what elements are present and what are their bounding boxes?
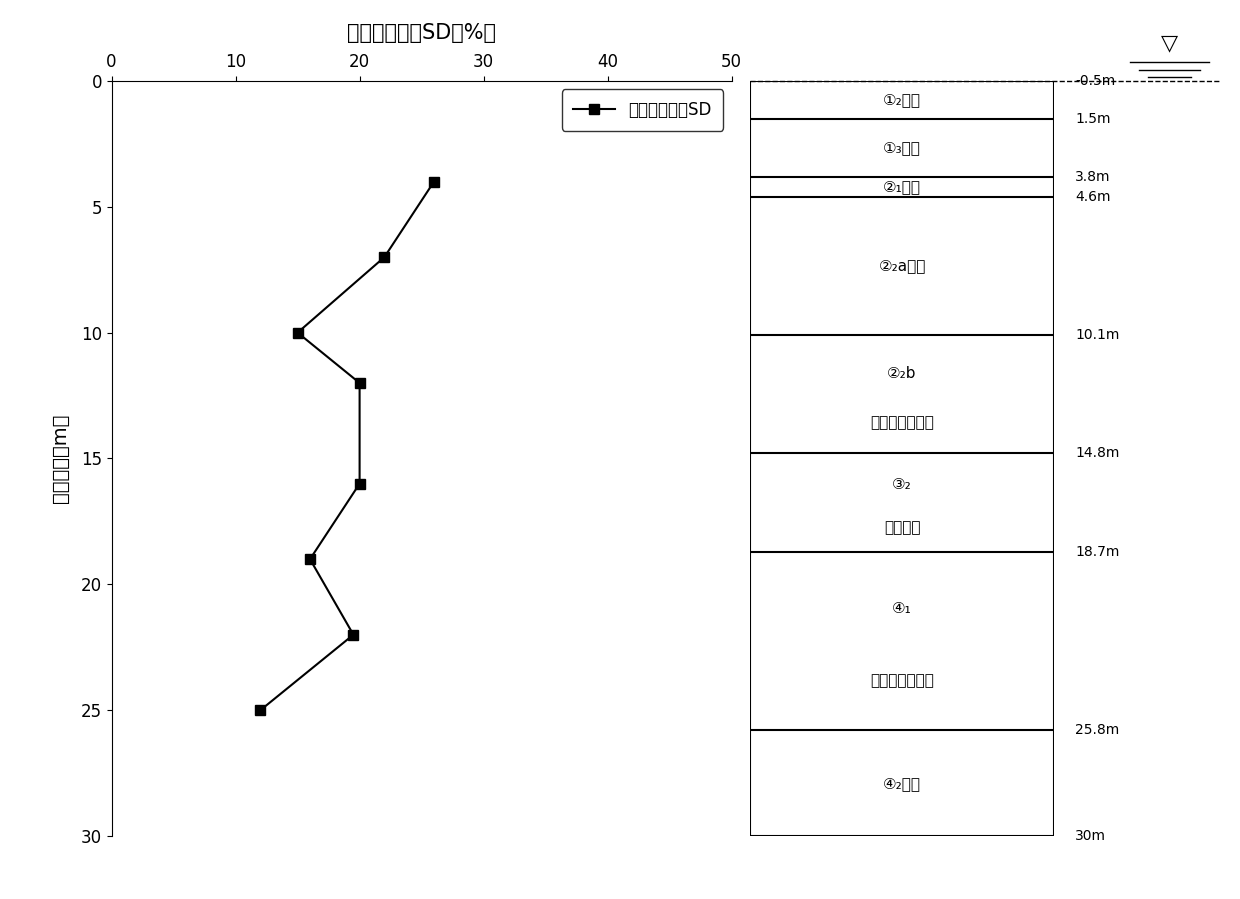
Text: 18.7m: 18.7m — [1075, 545, 1120, 558]
Text: -0.5m: -0.5m — [1075, 74, 1116, 88]
X-axis label: 结构性扰动度SD（%）: 结构性扰动度SD（%） — [347, 23, 496, 43]
Text: ①₂黏土: ①₂黏土 — [883, 93, 921, 107]
Text: 10.1m: 10.1m — [1075, 328, 1120, 343]
Text: 3.8m: 3.8m — [1075, 170, 1111, 183]
Text: ②₂b: ②₂b — [888, 366, 916, 380]
Y-axis label: 土样深度（m）: 土样深度（m） — [51, 414, 69, 503]
Text: 淤泥质粉质黏土: 淤泥质粉质黏土 — [870, 415, 934, 431]
Text: ④₁: ④₁ — [893, 601, 911, 617]
Text: 14.8m: 14.8m — [1075, 447, 1120, 460]
Text: 4.6m: 4.6m — [1075, 190, 1111, 204]
Text: ④₂黏土: ④₂黏土 — [883, 776, 921, 791]
Text: 25.8m: 25.8m — [1075, 724, 1120, 737]
Legend: 结构性扰动度SD: 结构性扰动度SD — [562, 89, 723, 130]
Text: ①₃淤泥: ①₃淤泥 — [883, 140, 921, 156]
Text: ②₂a淤泥: ②₂a淤泥 — [878, 258, 926, 273]
Text: 粉质黏土: 粉质黏土 — [884, 521, 920, 535]
Text: 30m: 30m — [1075, 829, 1106, 843]
Text: 淤泥质粉质黏土: 淤泥质粉质黏土 — [870, 673, 934, 689]
Text: ③₂: ③₂ — [893, 477, 911, 493]
Text: ▽: ▽ — [1161, 33, 1178, 53]
Text: ②₁黏土: ②₁黏土 — [883, 179, 921, 194]
Text: 1.5m: 1.5m — [1075, 111, 1111, 126]
